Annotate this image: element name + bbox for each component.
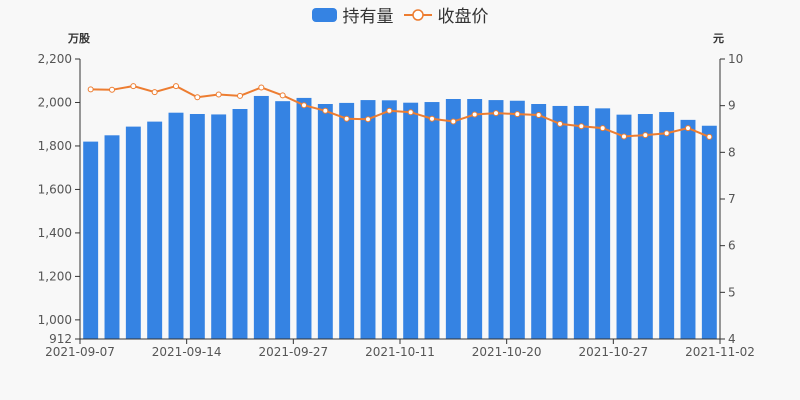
x-tick-label: 2021-10-20 — [472, 345, 542, 359]
holdings-bar — [637, 114, 653, 339]
left-tick-label: 1,800 — [38, 139, 72, 153]
close-price-point — [109, 86, 115, 93]
close-price-point — [621, 133, 627, 140]
close-price-point — [706, 133, 713, 140]
close-price-point — [642, 132, 649, 139]
holdings-bar — [403, 102, 419, 340]
x-tick-label: 2021-09-14 — [152, 345, 222, 359]
close-price-point — [343, 115, 350, 122]
holdings-bar — [616, 114, 632, 339]
holdings-bar — [104, 135, 120, 339]
holdings-bar — [445, 99, 461, 339]
close-price-point — [557, 120, 563, 127]
right-tick-label: 8 — [728, 145, 736, 159]
holdings-bar — [168, 112, 184, 340]
line-marker-icon — [403, 8, 432, 21]
holdings-bar — [253, 95, 269, 340]
holdings-bar — [467, 99, 483, 339]
legend-item-close-price[interactable]: 收盘价 — [403, 2, 489, 27]
close-price-point — [514, 111, 521, 118]
holdings-bar — [701, 125, 717, 339]
close-price-point — [599, 125, 606, 132]
legend-item-holdings[interactable]: 持有量 — [311, 2, 394, 27]
left-tick-label: 1,400 — [38, 226, 72, 240]
right-tick-label: 5 — [728, 285, 736, 299]
close-price-point — [535, 112, 542, 118]
close-price-point — [215, 91, 222, 98]
holdings-bar — [189, 114, 205, 339]
holdings-bar — [488, 100, 504, 339]
right-axis-title: 元 — [713, 32, 724, 45]
close-price-point — [578, 123, 585, 130]
right-tick-label: 7 — [728, 192, 736, 206]
holdings-bar — [125, 126, 141, 339]
close-price-point — [322, 107, 329, 114]
holdings-bar — [83, 141, 99, 339]
left-tick-label: 1,000 — [38, 313, 72, 327]
right-tick-label: 4 — [728, 332, 736, 346]
close-price-point — [407, 109, 414, 116]
x-tick-label: 2021-09-27 — [258, 345, 328, 359]
chart-legend: 持有量 收盘价 — [0, 2, 800, 27]
left-tick-label: 1,600 — [38, 182, 72, 196]
holdings-bar — [595, 108, 611, 339]
close-price-point — [685, 125, 691, 132]
close-price-point — [173, 83, 179, 90]
close-price-point — [301, 102, 307, 109]
holdings-bar — [296, 97, 312, 339]
holdings-bar — [211, 114, 227, 339]
right-tick-label: 9 — [728, 99, 736, 113]
holdings-bar — [317, 104, 333, 339]
holdings-bar — [424, 102, 440, 339]
close-price-point — [194, 94, 201, 101]
close-price-point — [450, 118, 457, 125]
close-price-point — [237, 92, 243, 99]
holdings-bar — [552, 105, 568, 340]
close-price-point — [279, 92, 286, 99]
holdings-bar — [381, 100, 397, 339]
x-tick-label: 2021-09-07 — [45, 345, 115, 359]
legend-label-holdings: 持有量 — [342, 7, 394, 27]
bar-swatch-icon — [311, 7, 337, 22]
close-price-point — [493, 110, 499, 117]
close-price-point — [365, 116, 371, 123]
legend-label-close-price: 收盘价 — [437, 7, 489, 27]
x-tick-label: 2021-11-02 — [685, 345, 755, 359]
close-price-line — [90, 84, 710, 138]
left-tick-label: 2,200 — [38, 52, 72, 66]
holdings-bar — [360, 100, 376, 339]
holdings-bar — [573, 105, 589, 340]
holdings-bar — [509, 100, 525, 339]
left-tick-label: 2,000 — [38, 95, 72, 109]
holdings-bar — [680, 119, 696, 339]
close-price-point — [429, 115, 435, 122]
close-price-point — [663, 130, 670, 137]
close-price-point — [258, 84, 265, 91]
holdings-bar — [232, 109, 248, 339]
x-tick-label: 2021-10-27 — [578, 345, 648, 359]
holdings-bar — [659, 112, 675, 339]
right-tick-label: 6 — [728, 239, 736, 253]
close-price-point — [471, 111, 478, 118]
right-tick-label: 10 — [728, 52, 743, 66]
close-price-point — [130, 83, 137, 90]
close-price-point — [87, 86, 94, 93]
left-axis-title: 万股 — [68, 32, 90, 45]
close-price-point — [386, 107, 393, 114]
holdings-bar — [275, 101, 291, 339]
close-price-point — [151, 89, 158, 96]
holdings-bar — [147, 121, 163, 339]
left-tick-label: 1,200 — [38, 269, 72, 283]
x-tick-label: 2021-10-11 — [365, 345, 435, 359]
holdings-bar — [339, 102, 355, 339]
left-tick-label: 912 — [49, 332, 72, 346]
holdings-bar — [531, 104, 547, 339]
